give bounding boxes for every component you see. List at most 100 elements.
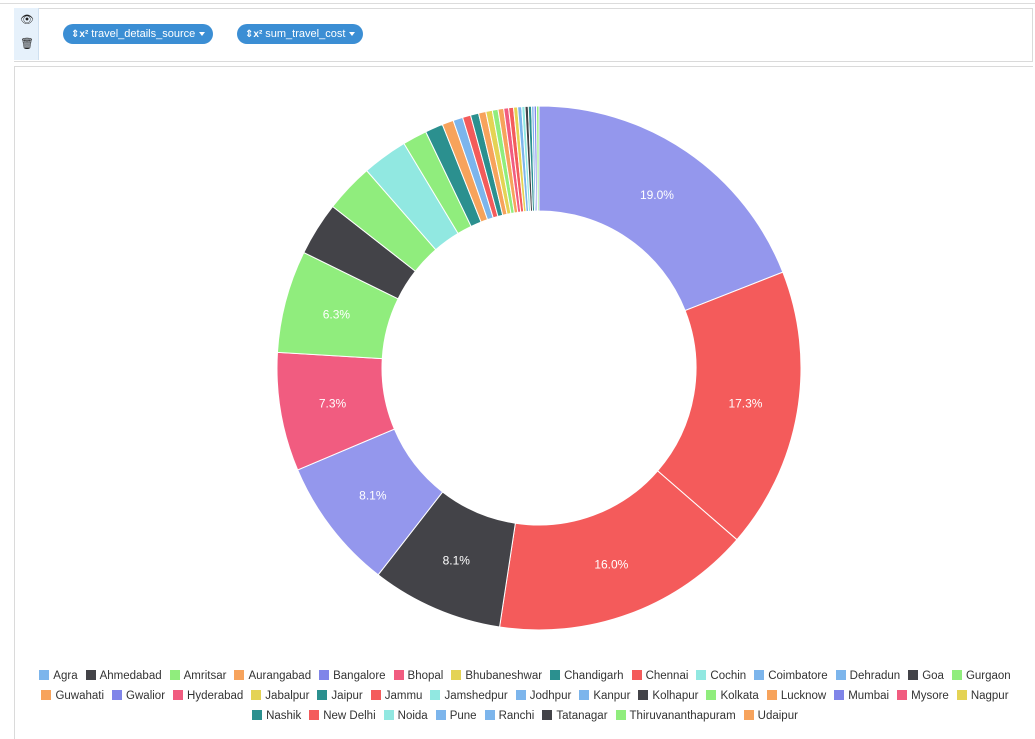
legend-swatch [430,690,441,700]
legend-label: Guwahati [55,690,105,702]
legend-item[interactable]: Coimbatore [754,666,828,686]
legend-item[interactable]: Goa [908,666,944,686]
legend-swatch [112,690,123,700]
legend-item[interactable]: Kanpur [579,686,630,706]
eye-icon[interactable]: 👁 [20,14,34,26]
legend-label: Agra [53,670,78,682]
legend-swatch [435,710,446,720]
pie-slice[interactable] [538,105,784,312]
legend-item[interactable]: Aurangabad [234,666,311,686]
legend-label: Gurgaon [965,670,1011,682]
legend-swatch [951,670,962,680]
legend-swatch [897,690,908,700]
legend-item[interactable]: Tatanagar [542,706,608,726]
legend-item[interactable]: Kolkata [706,686,759,706]
legend-swatch [41,690,52,700]
legend-item[interactable]: Ranchi [484,706,535,726]
legend-item[interactable]: Chennai [631,666,688,686]
legend-label: New Delhi [323,710,376,722]
pill-sum-travel-cost[interactable]: ⇕x² sum_travel_cost [237,24,364,44]
legend-label: Udaipur [757,710,798,722]
legend-swatch [579,690,590,700]
legend-item[interactable]: Jammu [370,686,423,706]
legend-swatch [754,670,765,680]
legend-item[interactable]: Gwalior [112,686,165,706]
legend-item[interactable]: Chandigarh [550,666,624,686]
pill-label: sum_travel_cost [265,28,346,40]
legend-item[interactable]: Udaipur [743,706,798,726]
legend-swatch [370,690,381,700]
chevron-down-icon [199,32,206,37]
slice-value-label: 8.1% [359,489,387,503]
legend-swatch [39,670,50,680]
legend-label: Bhubaneshwar [465,670,543,682]
legend-item[interactable]: Pune [435,706,477,726]
legend-item[interactable]: Noida [383,706,428,726]
legend-item[interactable]: Bhubaneshwar [451,666,542,686]
legend-item[interactable]: Mumbai [834,686,889,706]
legend-label: Jammu [384,690,423,702]
legend-swatch [319,670,330,680]
slice-value-label: 7.3% [319,396,347,410]
legend-swatch [615,710,626,720]
legend-item[interactable]: Agra [39,666,78,686]
legend-label: Kanpur [593,690,631,702]
legend-item[interactable]: Jabalpur [251,686,309,706]
legend-label: Hyderabad [187,690,244,702]
legend-swatch [393,670,404,680]
legend-label: Ranchi [498,710,535,722]
slice-value-label: 6.3% [323,308,351,322]
legend-item[interactable]: Jodhpur [515,686,572,706]
legend-label: Thiruvananthapuram [629,710,736,722]
legend-item[interactable]: Mysore [897,686,949,706]
legend-item[interactable]: Nashik [252,706,301,726]
legend-item[interactable]: Kolhapur [638,686,698,706]
legend-label: Jodhpur [529,690,572,702]
legend-swatch [696,670,707,680]
legend-swatch [252,710,263,720]
legend-item[interactable]: New Delhi [309,706,376,726]
legend-swatch [631,670,642,680]
legend-item[interactable]: Thiruvananthapuram [615,706,736,726]
legend-item[interactable]: Lucknow [766,686,827,706]
legend-item[interactable]: Gurgaon [951,666,1011,686]
legend-label: Bhopal [407,670,444,682]
legend-label: Dehradun [849,670,901,682]
legend-label: Nagpur [970,690,1009,702]
legend-label: Tatanagar [556,710,608,722]
legend-swatch [309,710,320,720]
legend-item[interactable]: Dehradun [835,666,901,686]
legend-item[interactable]: Hyderabad [173,686,243,706]
legend-item[interactable]: Bhopal [393,666,444,686]
legend-swatch [173,690,184,700]
side-icon-bar: 👁 🗑 [14,8,39,60]
legend-swatch [956,690,967,700]
pill-travel-details-source[interactable]: ⇕x² travel_details_source [63,24,214,44]
legend-swatch [317,690,328,700]
legend-item[interactable]: Cochin [696,666,746,686]
legend-item[interactable]: Bangalore [319,666,386,686]
legend-item[interactable]: Jamshedpur [430,686,508,706]
chart-area [14,66,1033,739]
legend-item[interactable]: Amritsar [169,666,226,686]
trash-icon[interactable]: 🗑 [20,38,34,50]
legend-label: Mumbai [848,690,890,702]
legend-item[interactable]: Ahmedabad [85,666,162,686]
legend-swatch [766,690,777,700]
legend-label: Jamshedpur [444,690,508,702]
legend-label: Lucknow [780,690,827,702]
slice-value-label: 17.3% [728,396,762,410]
legend-swatch [234,670,245,680]
legend-label: Coimbatore [768,670,828,682]
legend-item[interactable]: Nagpur [956,686,1009,706]
legend-label: Jabalpur [265,690,310,702]
legend-swatch [835,670,846,680]
pie-slice[interactable] [536,105,540,212]
legend-swatch [451,670,462,680]
legend-label: Gwalior [126,690,166,702]
legend-item[interactable]: Jaipur [317,686,363,706]
legend-item[interactable]: Guwahati [41,686,104,706]
pie-slice[interactable] [656,271,802,541]
slice-value-label: 19.0% [640,188,674,202]
legend-swatch [638,690,649,700]
